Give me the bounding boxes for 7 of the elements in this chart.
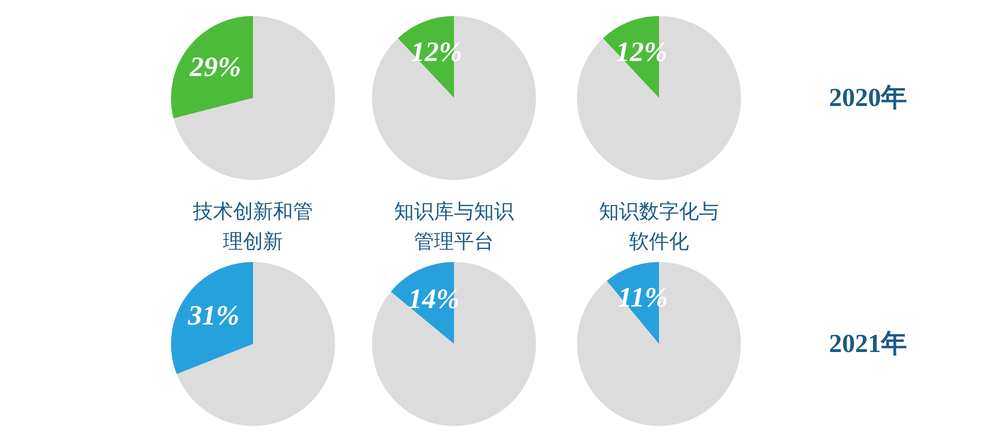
text: 技术创新和管理创新 bbox=[192, 198, 314, 255]
data-label: 31% bbox=[187, 300, 240, 332]
text: 2021年 bbox=[829, 328, 907, 360]
text: 知识库与知识管理平台 bbox=[393, 198, 515, 255]
text: 知识数字化与软件化 bbox=[598, 198, 720, 255]
data-label: 29% bbox=[188, 52, 242, 84]
text: 2020年 bbox=[829, 82, 907, 114]
